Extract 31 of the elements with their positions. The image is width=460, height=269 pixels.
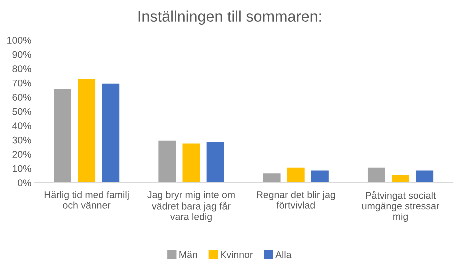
x-tick-label: Påtvingat socialt umgänge stressar mig: [362, 191, 440, 222]
y-tick-label: 60%: [12, 94, 32, 101]
bar: [52, 88, 73, 183]
chart-title: Inställningen till sommaren:: [138, 10, 322, 25]
y-tick-label: 90%: [12, 51, 32, 58]
y-tick-label: 70%: [12, 80, 32, 87]
bar: [390, 174, 411, 183]
bar: [310, 169, 330, 183]
y-tick-label: 40%: [12, 122, 32, 130]
bar: [366, 166, 387, 183]
bar: [181, 142, 202, 183]
bar: [262, 172, 282, 183]
bar: [205, 140, 226, 183]
y-tick-label: 10%: [13, 165, 32, 172]
bar: [100, 82, 122, 183]
y-tick-label: 80%: [12, 66, 32, 72]
x-tick-label: Härlig tid med familj och vänner: [44, 191, 129, 209]
legend-label: Alla: [276, 251, 292, 258]
bar: [157, 139, 178, 183]
y-tick-label: 20%: [12, 151, 32, 158]
y-tick-label: 0%: [18, 180, 32, 187]
y-tick-label: 100%: [8, 37, 32, 44]
bar: [286, 166, 306, 183]
x-tick-label: Regnar det blir jag förtvivlad: [257, 191, 336, 209]
y-tick-label: 50%: [12, 108, 32, 116]
legend-label: Män: [180, 252, 198, 258]
bar: [76, 78, 97, 183]
x-tick-label: Jag bryr mig inte om vädret bara jag får vara ledig: [148, 191, 235, 222]
legend-label: Kvinnor: [221, 251, 254, 258]
y-tick-label: 30%: [12, 136, 32, 144]
bar: [414, 169, 435, 183]
